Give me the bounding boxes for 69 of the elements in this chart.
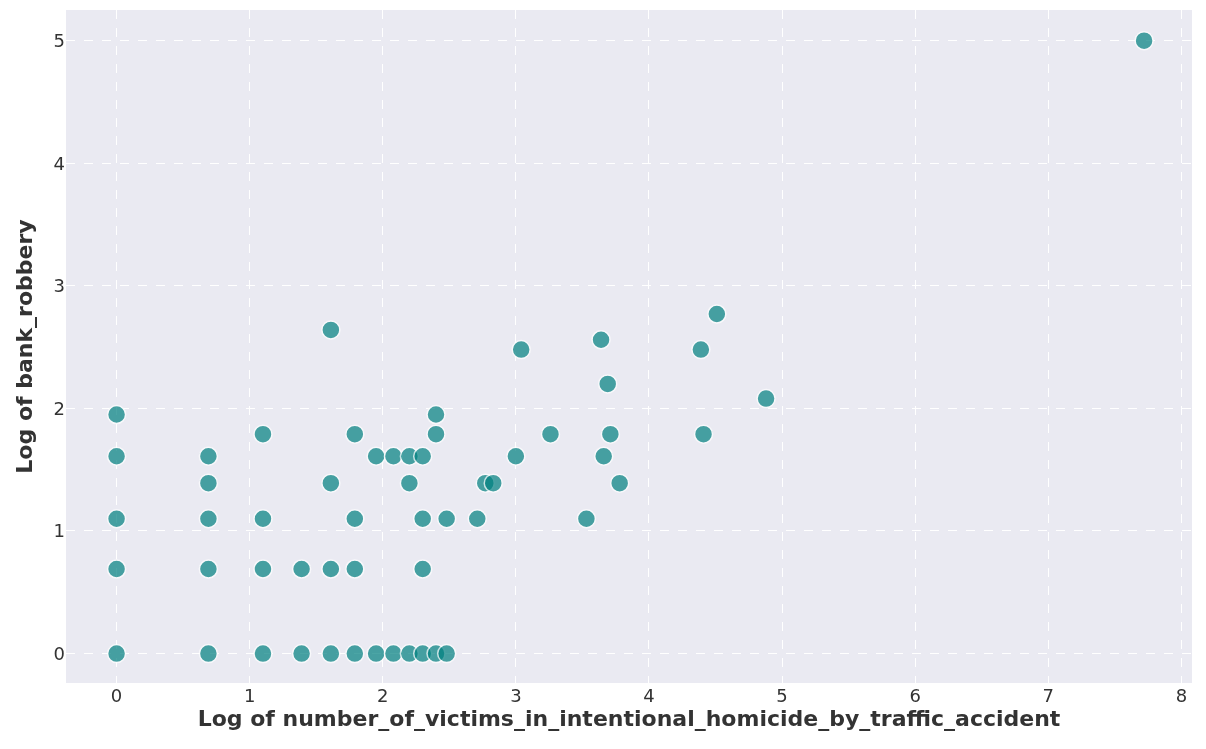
x-tick-label: 0: [110, 685, 123, 706]
point: [291, 643, 312, 664]
point: [383, 643, 404, 664]
y-tick-label: 0: [53, 642, 65, 664]
point: [198, 473, 219, 493]
point: [106, 446, 127, 466]
x-tick-label: 2: [377, 685, 389, 706]
x-tick-label: 3: [510, 685, 522, 706]
x-tick-label: 1: [243, 685, 256, 706]
point: [412, 508, 433, 529]
point: [321, 320, 341, 340]
y-tick-label: 2: [53, 397, 65, 419]
point: [540, 424, 561, 444]
x-tick-label: 8: [1175, 685, 1188, 706]
point: [321, 559, 341, 579]
point: [600, 424, 621, 444]
point: [412, 559, 433, 579]
point: [693, 424, 714, 444]
point: [593, 446, 614, 466]
point: [511, 339, 531, 360]
point: [597, 374, 618, 394]
point: [106, 643, 127, 664]
point: [1134, 30, 1154, 51]
x-tick-label: 6: [909, 685, 921, 706]
point: [106, 508, 127, 529]
y-axis-title: Log of bank_robbery: [12, 219, 38, 474]
x-tick-label: 7: [1042, 685, 1054, 706]
point: [253, 424, 273, 444]
point: [198, 559, 219, 579]
point: [483, 473, 503, 493]
point: [198, 643, 219, 664]
point: [253, 643, 273, 664]
point: [426, 404, 446, 425]
point: [253, 508, 273, 529]
point: [345, 508, 365, 529]
point: [366, 643, 386, 664]
x-tick-label: 5: [776, 685, 788, 706]
y-tick-label: 1: [53, 520, 65, 542]
point: [591, 330, 611, 350]
x-axis-title: Log of number_of_victims_in_intentional_homicide_by_traffic_accident: [197, 706, 1061, 731]
point: [345, 424, 365, 444]
point: [345, 643, 365, 664]
point: [436, 643, 457, 664]
point: [691, 339, 711, 360]
x-tick-label: 4: [643, 685, 655, 706]
point: [399, 473, 420, 493]
y-tick-label: 4: [53, 152, 65, 174]
point: [253, 559, 273, 579]
point: [383, 446, 404, 466]
point: [609, 473, 630, 493]
point: [106, 404, 127, 425]
point: [345, 559, 365, 579]
point: [426, 424, 446, 444]
point: [366, 446, 386, 466]
point: [412, 446, 433, 466]
point: [291, 559, 312, 579]
point: [467, 508, 488, 529]
point: [106, 559, 127, 579]
point: [321, 473, 341, 493]
y-tick-label: 3: [53, 275, 65, 297]
point: [321, 643, 341, 664]
point: [707, 304, 727, 324]
y-tick-label: 5: [53, 29, 65, 51]
point: [198, 508, 219, 529]
point: [506, 446, 526, 466]
point: [756, 388, 776, 409]
point: [198, 446, 219, 466]
point: [436, 508, 457, 529]
point: [576, 508, 597, 529]
